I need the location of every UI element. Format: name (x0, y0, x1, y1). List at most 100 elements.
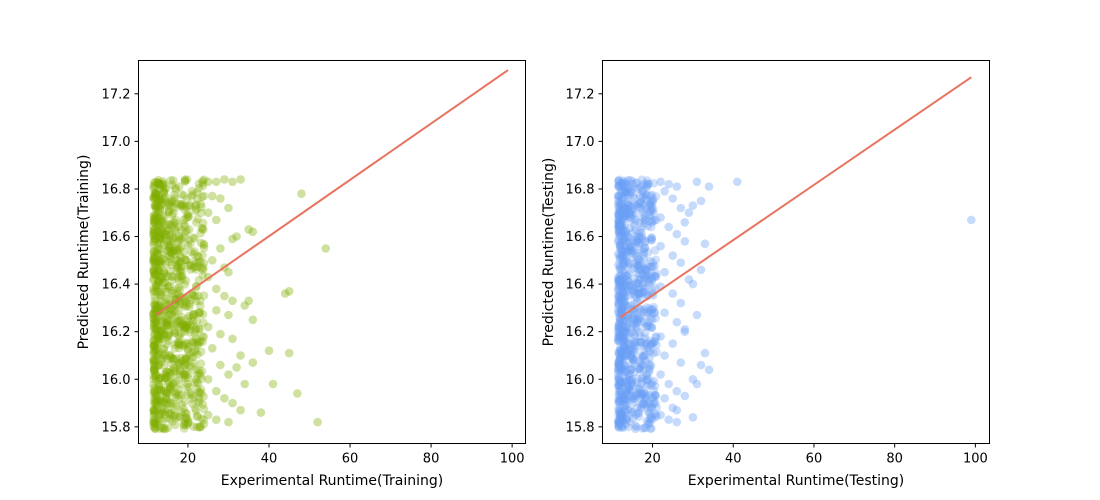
testing-point (619, 401, 629, 410)
training-point (193, 370, 202, 380)
training-point (152, 401, 162, 411)
testing-point (642, 176, 652, 185)
training-point (149, 253, 159, 263)
testing-point (647, 275, 657, 284)
testing-point (624, 200, 633, 210)
testing-point (615, 344, 625, 353)
training-point (179, 219, 189, 229)
training-point (168, 417, 177, 426)
training-point (190, 262, 200, 272)
training-point (171, 224, 180, 233)
testing-point (619, 273, 628, 283)
training-point (190, 326, 200, 335)
testing-point (634, 255, 643, 265)
testing-point (646, 361, 656, 370)
testing-point (618, 184, 628, 193)
testing-point (623, 340, 632, 349)
training-point (194, 291, 203, 300)
testing-point (617, 290, 627, 299)
training-point (154, 175, 163, 185)
testing-point (617, 303, 627, 312)
testing-point (631, 200, 640, 210)
training-point (177, 320, 187, 329)
training-point (158, 350, 168, 360)
training-point (184, 317, 194, 326)
training-point (151, 345, 161, 355)
training-point (184, 382, 194, 392)
testing-point (642, 416, 652, 426)
testing-point (668, 403, 677, 413)
training-point (154, 208, 163, 218)
training-point (169, 366, 178, 376)
training-point (150, 347, 159, 357)
training-point (149, 361, 159, 370)
testing-point (627, 409, 636, 418)
testing-point (643, 248, 653, 257)
training-point (192, 412, 202, 421)
training-point (232, 232, 241, 241)
training-point (193, 350, 202, 359)
training-point (192, 385, 202, 394)
training-point (188, 399, 197, 409)
testing-point (626, 391, 635, 401)
training-point (151, 399, 161, 408)
testing-point (619, 234, 629, 243)
testing-point (621, 335, 630, 345)
training-point (160, 284, 170, 294)
testing-point (639, 283, 649, 293)
training-point (151, 390, 161, 400)
training-point (158, 397, 168, 406)
training-point (153, 264, 163, 274)
testing-point (626, 347, 635, 356)
training-point (149, 266, 159, 276)
testing-point (648, 308, 657, 318)
testing-point (618, 203, 627, 212)
testing-point (614, 211, 624, 220)
training-point (150, 366, 159, 376)
testing-point (632, 202, 642, 212)
testing-point (615, 354, 625, 363)
testing-point (628, 319, 638, 328)
training-point (156, 292, 166, 302)
training-point (174, 231, 184, 241)
training-point (182, 390, 192, 399)
training-point (150, 314, 159, 324)
testing-point (625, 386, 634, 396)
training-point (182, 194, 192, 203)
testing-point (632, 293, 641, 303)
testing-point (619, 208, 628, 217)
testing-point (620, 220, 629, 229)
testing-point (631, 178, 640, 188)
training-point (192, 422, 202, 432)
testing-point (619, 289, 628, 298)
testing-point (614, 308, 623, 318)
training-point (154, 395, 164, 404)
testing-x-tick-label: 20 (644, 452, 661, 467)
testing-point (621, 328, 630, 337)
training-point (174, 322, 183, 332)
testing-point (615, 250, 624, 260)
training-point (194, 252, 203, 262)
testing-point (626, 207, 636, 217)
testing-point (650, 409, 659, 419)
testing-point (619, 342, 628, 352)
testing-point (616, 409, 626, 419)
testing-points (613, 175, 976, 434)
testing-point (622, 366, 631, 375)
training-point (150, 365, 160, 375)
testing-point (620, 230, 629, 240)
testing-point (628, 289, 637, 299)
training-point (190, 346, 200, 355)
training-point (195, 308, 205, 318)
testing-point (652, 269, 661, 278)
training-point (162, 367, 172, 377)
training-point (195, 397, 204, 406)
testing-point (628, 359, 638, 369)
training-point (177, 253, 186, 262)
training-x-tick-label: 20 (180, 452, 197, 467)
testing-point (620, 271, 630, 280)
testing-point (614, 260, 623, 269)
training-point (149, 341, 159, 351)
testing-point (618, 352, 627, 362)
training-point (165, 383, 175, 393)
